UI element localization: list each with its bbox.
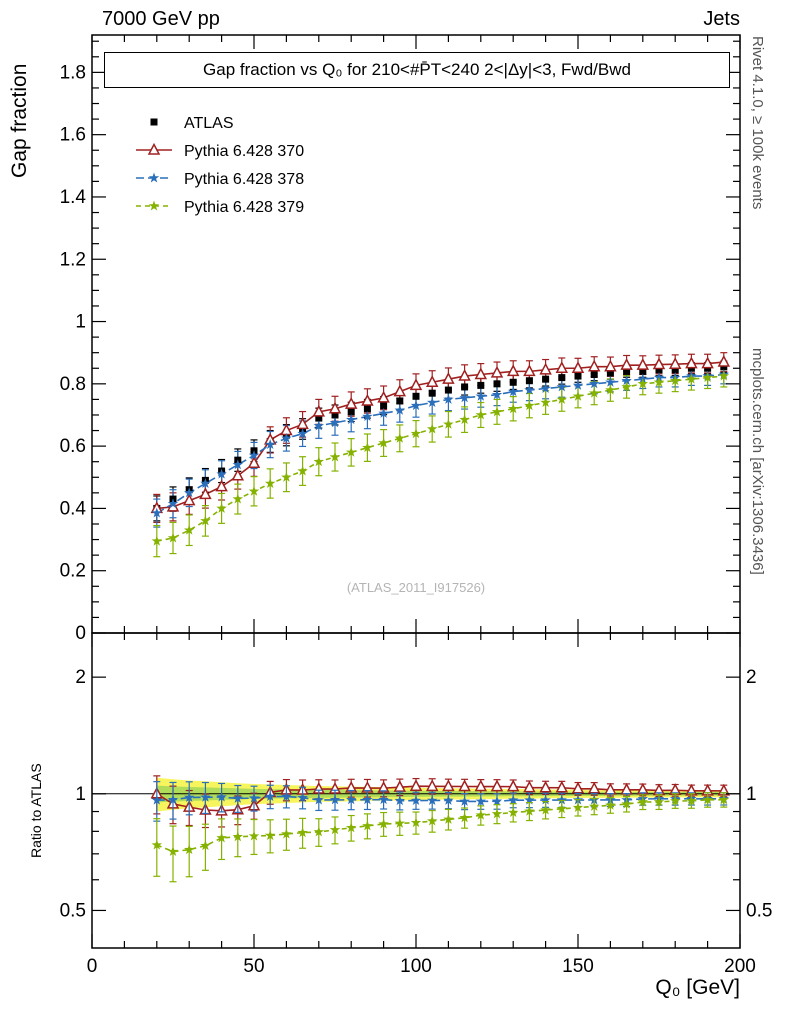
axis-tick-labels: 0 50 100 150 200 0.2 0.4 0.6 0.8 1 1.2 1.4 1.6 1.8 0 2 2… bbox=[60, 62, 773, 977]
svg-text:1.6: 1.6 bbox=[60, 125, 86, 146]
plot-title: Gap fraction vs Q₀ for 210<#P̄T<240 2<|Δ… bbox=[104, 52, 730, 88]
svg-text:0.5: 0.5 bbox=[746, 900, 772, 921]
svg-text:1: 1 bbox=[746, 784, 757, 805]
svg-text:1: 1 bbox=[75, 784, 86, 805]
axes-frame bbox=[91, 34, 741, 949]
svg-text:0.2: 0.2 bbox=[60, 561, 86, 582]
svg-text:1.8: 1.8 bbox=[60, 62, 86, 83]
rivet-version-note: Rivet 4.1.0, ≥ 100k events bbox=[749, 36, 766, 210]
main-y-axis-label: Gap fraction bbox=[8, 63, 31, 178]
svg-text:2: 2 bbox=[75, 667, 86, 688]
svg-text:Pythia 6.428 379: Pythia 6.428 379 bbox=[184, 199, 304, 216]
svg-text:ATLAS: ATLAS bbox=[184, 115, 234, 132]
svg-text:100: 100 bbox=[400, 956, 432, 977]
svg-text:Pythia 6.428 370: Pythia 6.428 370 bbox=[184, 143, 304, 160]
svg-text:1.4: 1.4 bbox=[60, 187, 87, 208]
ratio-panel-series bbox=[150, 775, 731, 883]
svg-text:0.8: 0.8 bbox=[60, 374, 86, 395]
svg-text:1: 1 bbox=[75, 312, 86, 333]
svg-text:Pythia 6.428 378: Pythia 6.428 378 bbox=[184, 171, 304, 188]
svg-text:0.4: 0.4 bbox=[60, 498, 87, 519]
svg-text:0.5: 0.5 bbox=[60, 900, 86, 921]
legend: ATLAS Pythia 6.428 370 Pythia 6.428 378 Pyt… bbox=[136, 115, 304, 216]
svg-text:0.6: 0.6 bbox=[60, 436, 86, 457]
svg-text:2: 2 bbox=[746, 667, 757, 688]
svg-text:1.2: 1.2 bbox=[60, 249, 86, 270]
process-label: Jets bbox=[703, 8, 740, 30]
svg-text:50: 50 bbox=[243, 956, 264, 977]
svg-text:150: 150 bbox=[562, 956, 594, 977]
svg-text:200: 200 bbox=[724, 956, 756, 977]
mcplots-reference-note: mcplots.cern.ch [arXiv:1306.3436] bbox=[749, 348, 766, 575]
analysis-id-watermark: (ATLAS_2011_I917526) bbox=[346, 580, 486, 595]
svg-text:0: 0 bbox=[87, 956, 98, 977]
beam-energy-label: 7000 GeV pp bbox=[102, 8, 220, 30]
ratio-y-axis-label: Ratio to ATLAS bbox=[28, 763, 44, 858]
main-panel-series bbox=[150, 352, 731, 558]
x-axis-label: Q₀ [GeV] bbox=[655, 976, 740, 999]
svg-text:0: 0 bbox=[75, 623, 86, 644]
